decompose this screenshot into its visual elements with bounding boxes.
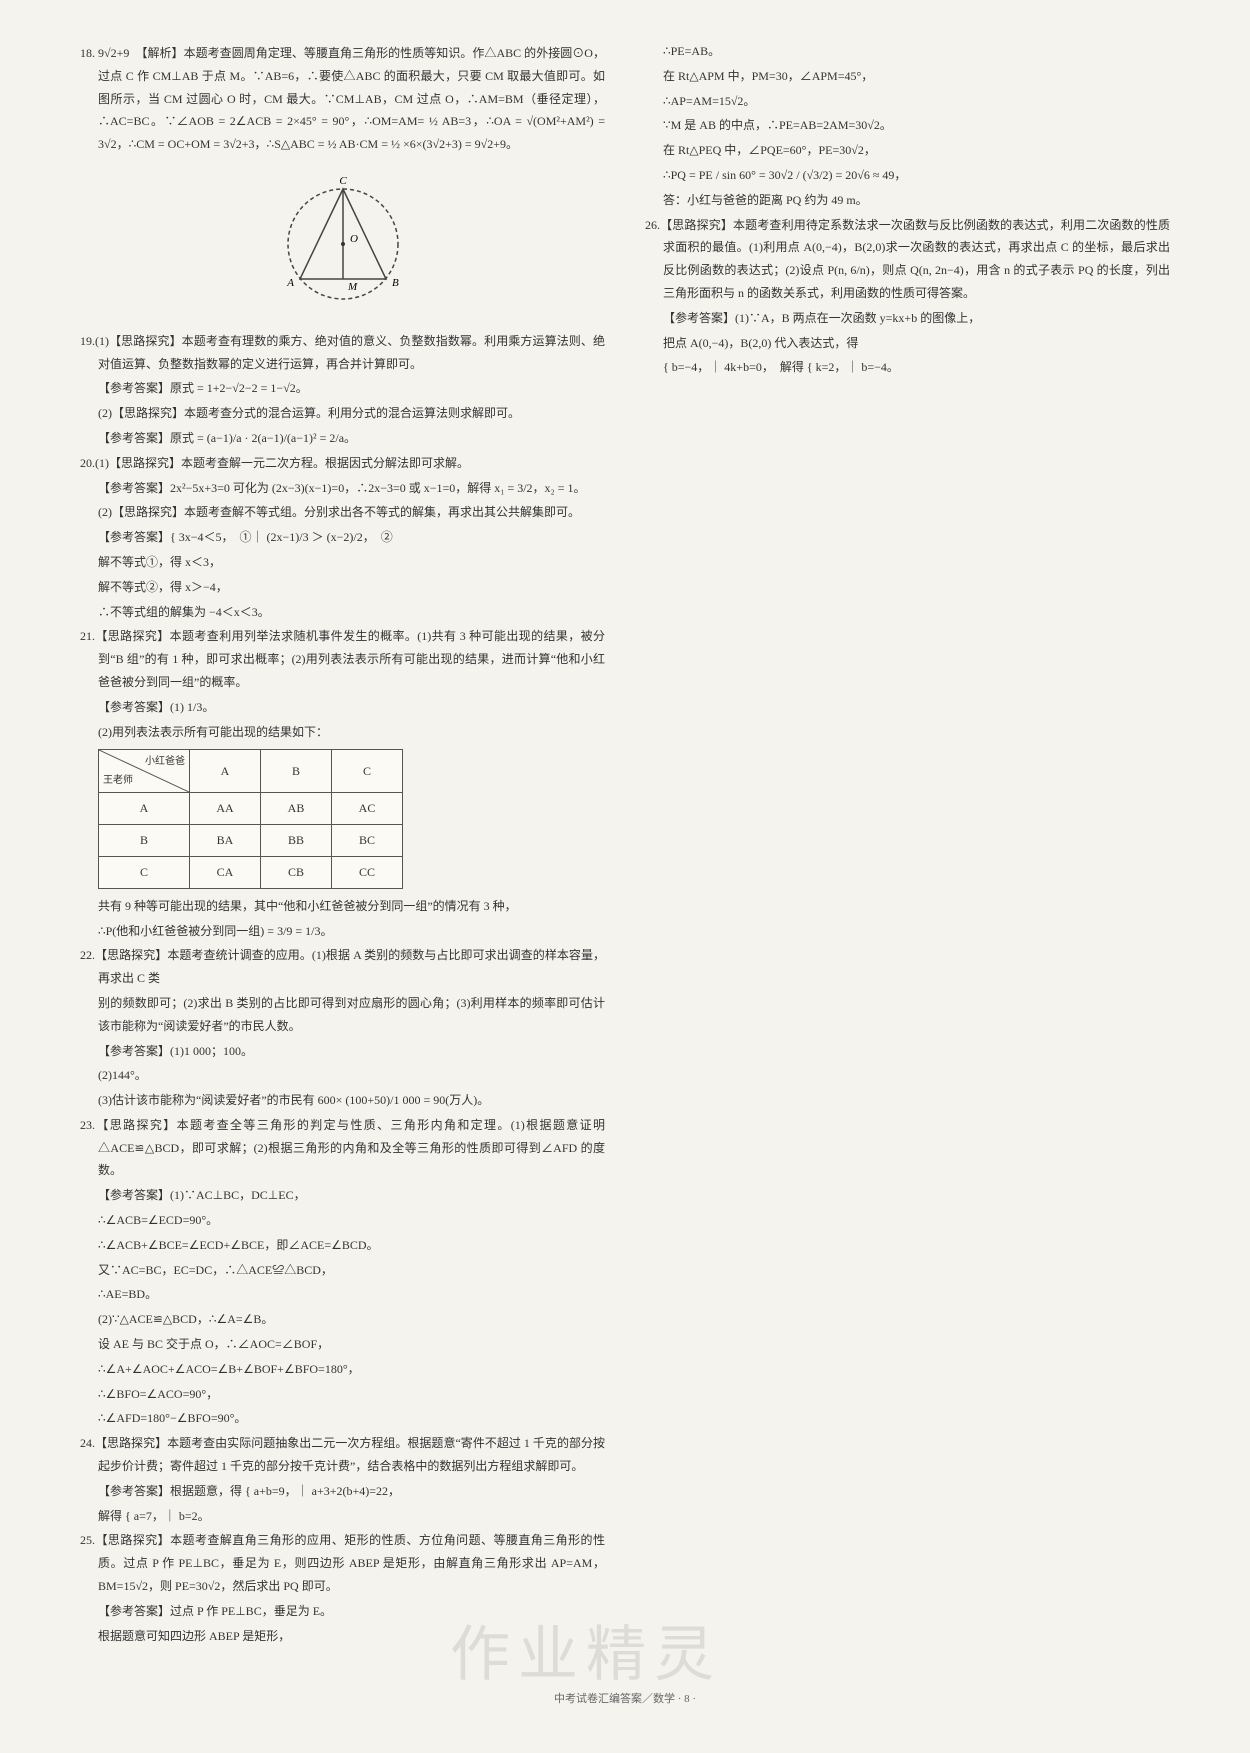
q26-ans3: { b=−4，｜ 4k+b=0， 解得 { k=2，｜ b=−4。 (645, 356, 1170, 379)
q23-think: 23.【思路探究】本题考查全等三角形的判定与性质、三角形内角和定理。(1)根据题… (80, 1114, 605, 1182)
q19-2-think: (2)【思路探究】本题考查分式的混合运算。利用分式的混合运算法则求解即可。 (80, 402, 605, 425)
q18-analysis: 18. 9√2+9 【解析】本题考查圆周角定理、等腰直角三角形的性质等知识。作△… (80, 42, 605, 156)
q25-ans8: ∴PQ = PE / sin 60° = 30√2 / (√3/2) = 20√… (645, 164, 1170, 187)
q21-think: 21.【思路探究】本题考查利用列举法求随机事件发生的概率。(1)共有 3 种可能… (80, 625, 605, 693)
q22-ans2: (2)144°。 (80, 1064, 605, 1087)
q23-ans1e: ∴AE=BD。 (80, 1283, 605, 1306)
q20-1-ans: 【参考答案】2x²−5x+3=0 可化为 (2x−3)(x−1)=0，∴2x−3… (80, 477, 605, 500)
q26-think: 26.【思路探究】本题考查利用待定系数法求一次函数与反比例函数的表达式，利用二次… (645, 214, 1170, 305)
table-col: C (332, 750, 403, 793)
q20-2-ans4: ∴不等式组的解集为 −4＜x＜3。 (80, 601, 605, 624)
q25-ans9: 答：小红与爸爸的距离 PQ 约为 49 m。 (645, 189, 1170, 212)
q22-ans1: 【参考答案】(1)1 000；100。 (80, 1040, 605, 1063)
q18-diagram: C A B M O (80, 164, 605, 322)
q21-ans1: 【参考答案】(1) 1/3。 (80, 696, 605, 719)
q25-ans1: 【参考答案】过点 P 作 PE⊥BC，垂足为 E。 (80, 1600, 605, 1623)
q24-ans2: 解得 { a=7，｜ b=2。 (80, 1505, 605, 1528)
q25-ans5: ∴AP=AM=15√2。 (645, 90, 1170, 113)
q24-think: 24.【思路探究】本题考查由实际问题抽象出二元一次方程组。根据题意“寄件不超过 … (80, 1432, 605, 1478)
q21-ans2-tail2: ∴P(他和小红爸爸被分到同一组) = 3/9 = 1/3。 (80, 920, 605, 943)
q23-ans2a: (2)∵△ACE≌△BCD，∴∠A=∠B。 (80, 1308, 605, 1331)
q23-ans2e: ∴∠AFD=180°−∠BFO=90°。 (80, 1407, 605, 1430)
table-corner-bottom: 王老师 (103, 771, 133, 790)
q22-think-cont: 别的频数即可；(2)求出 B 类别的占比即可得到对应扇形的圆心角；(3)利用样本… (80, 992, 605, 1038)
q20-2-think: (2)【思路探究】本题考查解不等式组。分别求出各不等式的解集，再求出其公共解集即… (80, 501, 605, 524)
table-col: A (190, 750, 261, 793)
q25-ans6: ∵M 是 AB 的中点，∴PE=AB=2AM=30√2。 (645, 114, 1170, 137)
q25-ans4: 在 Rt△APM 中，PM=30，∠APM=45°， (645, 65, 1170, 88)
page-body: 18. 9√2+9 【解析】本题考查圆周角定理、等腰直角三角形的性质等知识。作△… (0, 0, 1250, 1680)
svg-text:B: B (392, 277, 399, 289)
q23-ans1c: ∴∠ACB+∠BCE=∠ECD+∠BCE，即∠ACE=∠BCD。 (80, 1234, 605, 1257)
q25-ans2: 根据题意可知四边形 ABEP 是矩形， (80, 1625, 605, 1648)
svg-text:A: A (286, 277, 294, 289)
svg-text:O: O (350, 233, 358, 245)
svg-text:C: C (339, 175, 347, 187)
svg-text:M: M (347, 281, 358, 293)
q26-ans2: 把点 A(0,−4)，B(2,0) 代入表达式，得 (645, 332, 1170, 355)
q25-think: 25.【思路探究】本题考查解直角三角形的应用、矩形的性质、方位角问题、等腰直角三… (80, 1529, 605, 1597)
q23-ans2d: ∴∠BFO=∠ACO=90°， (80, 1383, 605, 1406)
q21-ans2-tail1: 共有 9 种等可能出现的结果，其中“他和小红爸爸被分到同一组”的情况有 3 种， (80, 895, 605, 918)
q21-table: 小红爸爸 王老师 A B C A AA AB AC B BA BB BC C C… (98, 749, 403, 888)
q26-ans1: 【参考答案】(1)∵A，B 两点在一次函数 y=kx+b 的图像上， (645, 307, 1170, 330)
q19-1-ans: 【参考答案】原式 = 1+2−√2−2 = 1−√2。 (80, 377, 605, 400)
q21-ans2-head: (2)用列表法表示所有可能出现的结果如下： (80, 721, 605, 744)
q23-ans2b: 设 AE 与 BC 交于点 O，∴∠AOC=∠BOF， (80, 1333, 605, 1356)
q22-ans3: (3)估计该市能称为“阅读爱好者”的市民有 600× (100+50)/1 00… (80, 1089, 605, 1112)
table-row: C CA CB CC (99, 856, 403, 888)
q20-2-ans2: 解不等式①，得 x＜3， (80, 551, 605, 574)
table-row: B BA BB BC (99, 825, 403, 857)
table-row: A AA AB AC (99, 793, 403, 825)
q22-think: 22.【思路探究】本题考查统计调查的应用。(1)根据 A 类别的频数与占比即可求… (80, 944, 605, 990)
q25-ans3: ∴PE=AB。 (645, 40, 1170, 63)
q25-ans7: 在 Rt△PEQ 中，∠PQE=60°，PE=30√2， (645, 139, 1170, 162)
table-corner-top: 小红爸爸 (145, 752, 185, 771)
q19-2-ans: 【参考答案】原式 = (a−1)/a · 2(a−1)/(a−1)² = 2/a… (80, 427, 605, 450)
q23-ans1d: 又∵AC=BC，EC=DC，∴△ACE≌△BCD， (80, 1259, 605, 1282)
q23-ans1a: 【参考答案】(1)∵AC⊥BC，DC⊥EC， (80, 1184, 605, 1207)
table-col: B (261, 750, 332, 793)
q20-1-think: 20.(1)【思路探究】本题考查解一元二次方程。根据因式分解法即可求解。 (80, 452, 605, 475)
q20-2-ans: 【参考答案】{ 3x−4＜5， ①｜ (2x−1)/3 ＞ (x−2)/2， ② (80, 526, 605, 549)
q19-1-think: 19.(1)【思路探究】本题考查有理数的乘方、绝对值的意义、负整数指数幂。利用乘… (80, 330, 605, 376)
q23-ans2c: ∴∠A+∠AOC+∠ACO=∠B+∠BOF+∠BFO=180°， (80, 1358, 605, 1381)
q24-ans1: 【参考答案】根据题意，得 { a+b=9，｜ a+3+2(b+4)=22， (80, 1480, 605, 1503)
page-footer: 中考试卷汇编答案／数学 · 8 · (0, 1690, 1250, 1706)
q23-ans1b: ∴∠ACB=∠ECD=90°。 (80, 1209, 605, 1232)
q20-2-ans3: 解不等式②，得 x＞−4， (80, 576, 605, 599)
